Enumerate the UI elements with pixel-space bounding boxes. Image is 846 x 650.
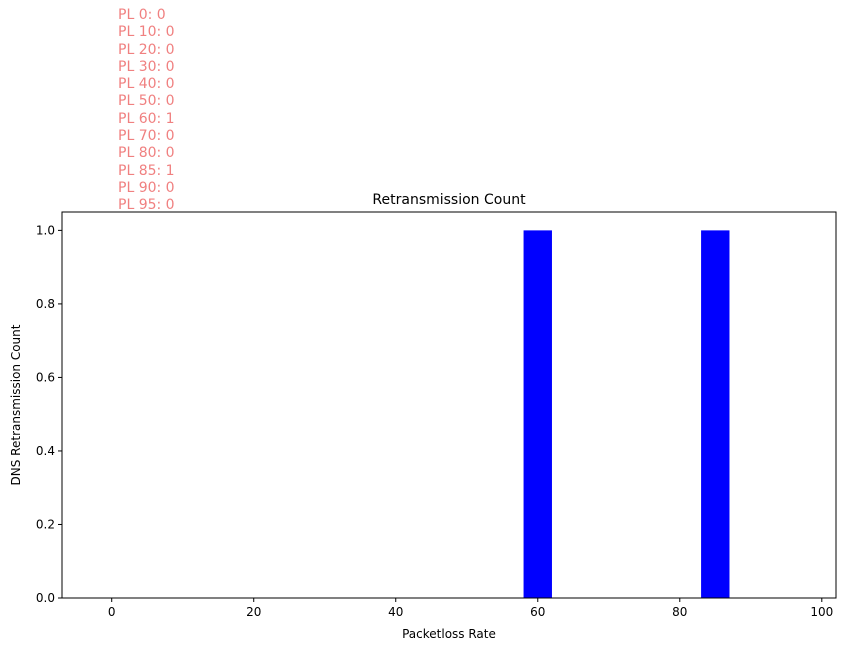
annotation-item: PL 30: 0 bbox=[118, 58, 175, 75]
annotation-item: PL 40: 0 bbox=[118, 76, 175, 93]
x-tick-label: 60 bbox=[530, 605, 545, 619]
annotation-item: PL 50: 0 bbox=[118, 93, 175, 110]
annotation-item: PL 60: 1 bbox=[118, 110, 175, 127]
y-tick-label: 1.0 bbox=[36, 223, 55, 237]
x-tick-label: 20 bbox=[246, 605, 261, 619]
y-tick-label: 0.2 bbox=[36, 517, 55, 531]
bar bbox=[701, 230, 730, 598]
x-tick-label: 80 bbox=[672, 605, 687, 619]
x-axis-ticks: 0 20 40 60 80 100 bbox=[108, 598, 833, 619]
annotation-item: PL 90: 0 bbox=[118, 179, 175, 196]
chart-title: Retransmission Count bbox=[372, 192, 526, 208]
y-tick-label: 0.6 bbox=[36, 370, 55, 384]
y-axis-ticks: 0.0 0.2 0.4 0.6 0.8 1.0 bbox=[36, 223, 62, 605]
bar bbox=[523, 230, 552, 598]
x-tick-label: 40 bbox=[388, 605, 403, 619]
y-axis-label: DNS Retransmission Count bbox=[9, 324, 23, 485]
bars-group bbox=[523, 230, 730, 598]
annotation-item: PL 70: 0 bbox=[118, 128, 175, 145]
y-tick-label: 0.8 bbox=[36, 297, 55, 311]
plot-frame bbox=[61, 211, 837, 599]
x-tick-label: 0 bbox=[108, 605, 116, 619]
annotation-item: PL 10: 0 bbox=[118, 24, 175, 41]
x-tick-label: 100 bbox=[810, 605, 833, 619]
annotation-item: PL 20: 0 bbox=[118, 41, 175, 58]
annotation-item: PL 0: 0 bbox=[118, 7, 166, 23]
annotation-item: PL 85: 1 bbox=[118, 162, 175, 179]
y-tick-label: 0.0 bbox=[36, 591, 55, 605]
annotation-item: PL 80: 0 bbox=[118, 145, 175, 162]
x-axis-label: Packetloss Rate bbox=[402, 627, 496, 641]
y-tick-label: 0.4 bbox=[36, 444, 55, 458]
annotation-item: PL 95: 0 bbox=[118, 197, 175, 214]
